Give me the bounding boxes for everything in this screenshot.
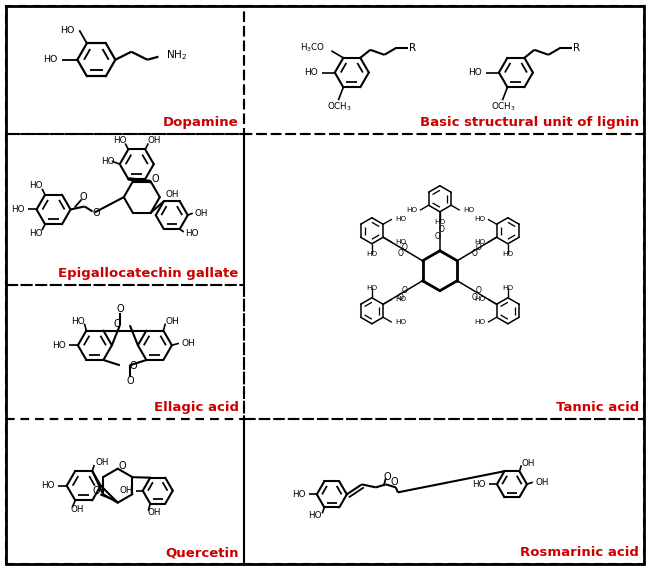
Bar — [6, 134, 244, 285]
Text: O: O — [152, 174, 160, 184]
Bar — [6, 419, 244, 564]
Text: O: O — [391, 478, 398, 487]
Text: HO: HO — [434, 219, 445, 225]
Text: O: O — [92, 486, 100, 496]
Text: OCH$_3$: OCH$_3$ — [491, 100, 516, 112]
Text: O: O — [402, 242, 408, 251]
Text: HO: HO — [304, 68, 318, 77]
Text: OH: OH — [70, 505, 84, 514]
Text: O: O — [476, 242, 482, 251]
Text: HO: HO — [52, 341, 66, 350]
Text: HO: HO — [11, 205, 25, 214]
Text: O: O — [116, 304, 124, 314]
Text: Rosmarinic acid: Rosmarinic acid — [520, 546, 639, 559]
Bar — [244, 419, 644, 564]
Text: HO: HO — [474, 296, 485, 302]
Text: Basic structural unit of lignin: Basic structural unit of lignin — [420, 116, 639, 129]
Text: HO: HO — [43, 55, 57, 64]
Text: HO: HO — [29, 229, 43, 238]
Bar — [6, 6, 244, 134]
Text: HO: HO — [395, 239, 406, 245]
Text: HO: HO — [71, 317, 84, 326]
Text: OH: OH — [165, 317, 179, 326]
Text: O: O — [402, 286, 408, 295]
Text: HO: HO — [502, 251, 514, 256]
Text: O: O — [129, 361, 136, 371]
Text: Epigallocatechin gallate: Epigallocatechin gallate — [58, 267, 239, 280]
Text: HO: HO — [60, 26, 74, 35]
Text: HO: HO — [463, 207, 474, 213]
Text: O: O — [472, 250, 478, 259]
Text: Quercetin: Quercetin — [165, 546, 239, 559]
Text: HO: HO — [292, 490, 306, 499]
Text: HO: HO — [367, 251, 378, 256]
Text: OH: OH — [182, 339, 196, 348]
Text: HO: HO — [308, 511, 321, 520]
Text: HO: HO — [474, 239, 485, 245]
Text: OH: OH — [96, 458, 109, 467]
Text: HO: HO — [395, 216, 406, 222]
Text: OCH$_3$: OCH$_3$ — [327, 100, 352, 112]
Text: O: O — [398, 293, 404, 302]
Text: O: O — [119, 461, 127, 471]
Text: O: O — [472, 293, 478, 302]
Text: HO: HO — [367, 285, 378, 291]
Bar — [244, 134, 644, 419]
Text: HO: HO — [468, 68, 482, 77]
Text: HO: HO — [101, 157, 115, 166]
Text: HO: HO — [474, 319, 485, 325]
Text: HO: HO — [29, 181, 43, 190]
Text: R: R — [573, 43, 580, 53]
Text: O: O — [398, 250, 404, 259]
Text: O: O — [113, 319, 121, 329]
Text: R: R — [409, 43, 416, 53]
Text: HO: HO — [474, 216, 485, 222]
Text: OH: OH — [521, 459, 535, 468]
Text: Dopamine: Dopamine — [163, 116, 239, 129]
Text: O: O — [384, 473, 391, 482]
Text: O: O — [126, 376, 134, 386]
Text: O: O — [93, 209, 100, 218]
Text: OH: OH — [536, 478, 549, 487]
Text: HO: HO — [112, 136, 126, 145]
Text: OH: OH — [166, 190, 179, 199]
Text: OH: OH — [148, 508, 161, 517]
Text: H$_3$CO: H$_3$CO — [300, 42, 325, 54]
Text: HO: HO — [41, 481, 55, 490]
Text: HO: HO — [502, 285, 514, 291]
Text: HO: HO — [406, 207, 417, 213]
Bar — [244, 6, 644, 134]
Text: O: O — [80, 193, 87, 202]
Text: O: O — [439, 225, 445, 234]
Bar — [6, 285, 244, 419]
Text: HO: HO — [473, 480, 486, 488]
Text: OH: OH — [119, 486, 133, 495]
Text: HO: HO — [395, 319, 406, 325]
Text: OH: OH — [195, 209, 208, 218]
Text: HO: HO — [395, 296, 406, 302]
Text: HO: HO — [185, 229, 198, 238]
Text: Tannic acid: Tannic acid — [556, 401, 639, 414]
Text: OH: OH — [148, 136, 161, 145]
Text: O: O — [435, 232, 441, 241]
Text: NH$_2$: NH$_2$ — [166, 48, 187, 62]
Text: Ellagic acid: Ellagic acid — [154, 401, 239, 414]
Text: O: O — [476, 286, 482, 295]
